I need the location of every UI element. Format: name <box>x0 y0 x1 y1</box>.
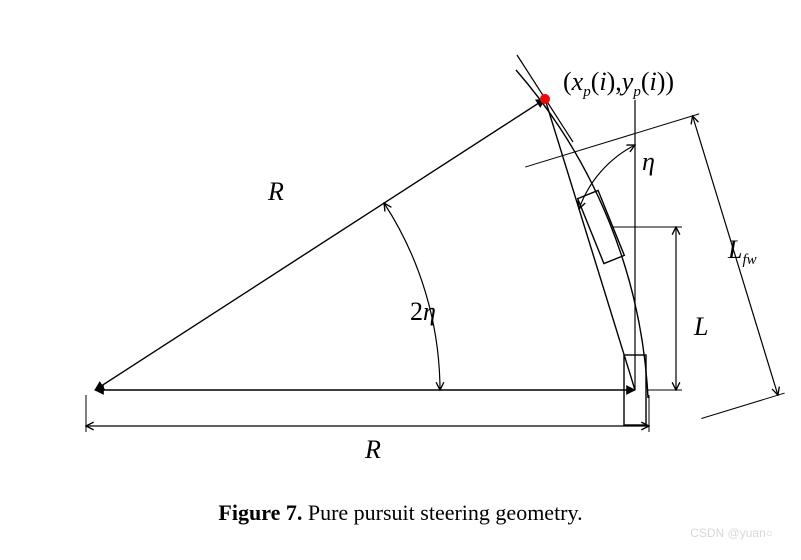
label-2eta: 2η <box>410 297 436 326</box>
watermark: CSDN @yuan○ <box>690 526 773 540</box>
figure-caption: Figure 7. Pure pursuit steering geometry… <box>0 500 801 526</box>
label-eta: η <box>642 147 655 176</box>
caption-text: Pure pursuit steering geometry. <box>302 500 582 525</box>
label-L: L <box>693 312 708 341</box>
label-target-point: (xp(i),yp(i)) <box>563 67 674 100</box>
caption-prefix: Figure 7. <box>218 500 302 525</box>
line-R-upper <box>95 99 545 390</box>
label-Lfw: Lfw <box>727 235 757 268</box>
line-chord-lfw <box>545 99 635 390</box>
angle-arc-eta <box>579 145 635 209</box>
label-R-upper: R <box>267 177 284 206</box>
target-point-dot <box>540 94 550 104</box>
label-R-lower: R <box>364 435 381 464</box>
arc-path <box>516 70 648 398</box>
